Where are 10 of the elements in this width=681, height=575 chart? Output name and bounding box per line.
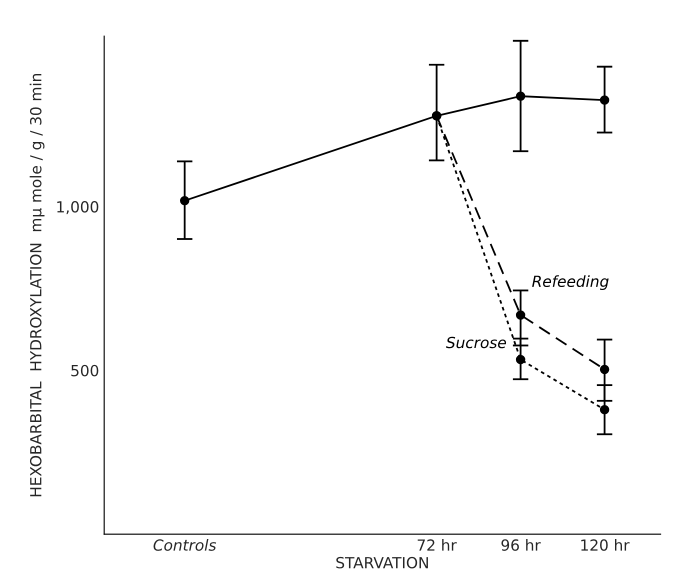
x-tick-label: 72 hr (418, 539, 457, 551)
x-tick-label: 120 hr (581, 539, 630, 551)
series-label: Refeeding (532, 275, 609, 290)
y-tick-label: 500 (71, 364, 98, 376)
x-axis-title: STARVATION (336, 556, 428, 568)
series-label: Sucrose (446, 336, 506, 348)
y-tick-label: 1,000 (57, 201, 98, 214)
x-tick-label: Controls (154, 539, 216, 551)
x-tick-label: 96 hr (501, 539, 541, 551)
y-axis-title: HEXOBARBITAL HYDROXYLATION mμ mole / g / 30 min (30, 74, 44, 496)
